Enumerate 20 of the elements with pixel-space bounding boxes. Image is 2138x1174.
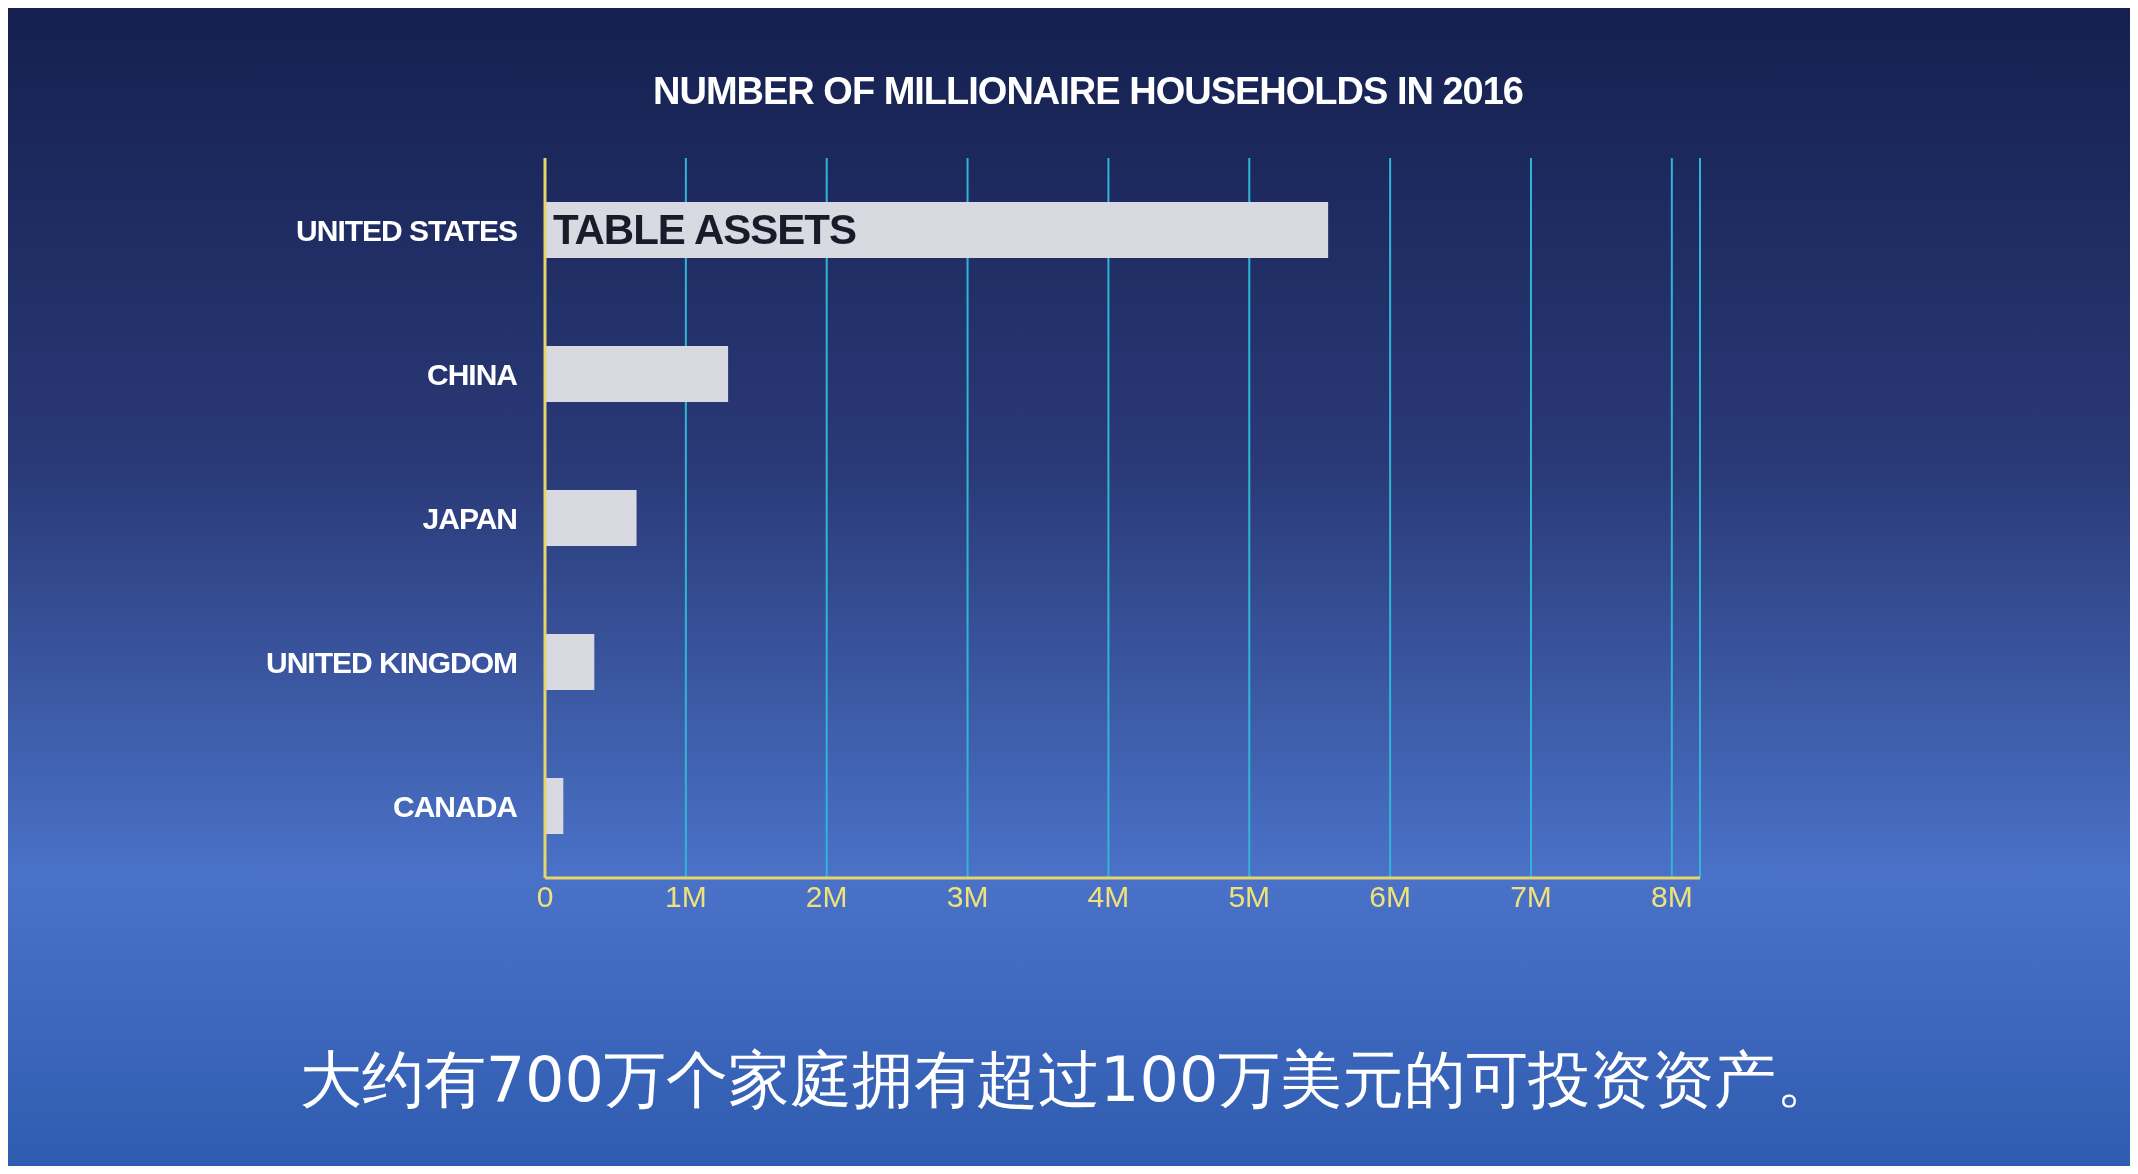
- x-tick-label: 3M: [946, 880, 989, 914]
- bar: [545, 490, 637, 546]
- annotation: TABLE ASSETS: [553, 206, 857, 254]
- y-tick-label: JAPAN: [422, 501, 517, 535]
- y-tick-label: CHINA: [427, 357, 518, 391]
- x-tick-label: 0: [536, 880, 554, 914]
- bar: [545, 346, 729, 402]
- x-tick-label: 7M: [1510, 880, 1552, 914]
- chart-title: NUMBER OF MILLIONAIRE HOUSEHOLDS IN 2016: [652, 70, 1524, 113]
- x-tick-label: 8M: [1650, 880, 1693, 914]
- x-tick-label: 6M: [1369, 880, 1411, 914]
- y-tick-label: CANADA: [393, 789, 518, 823]
- bar: [545, 634, 595, 690]
- y-tick-label: UNITED KINGDOM: [266, 645, 517, 679]
- x-tick-label: 4M: [1087, 880, 1130, 914]
- y-tick-label: UNITED STATES: [296, 213, 517, 247]
- x-tick-label: 2M: [805, 880, 848, 914]
- x-tick-label: 1M: [665, 880, 707, 914]
- text: 大约有700万个家庭拥有超过100万美元的可投资资产。: [298, 1042, 1840, 1118]
- x-tick-label: 5M: [1228, 880, 1271, 914]
